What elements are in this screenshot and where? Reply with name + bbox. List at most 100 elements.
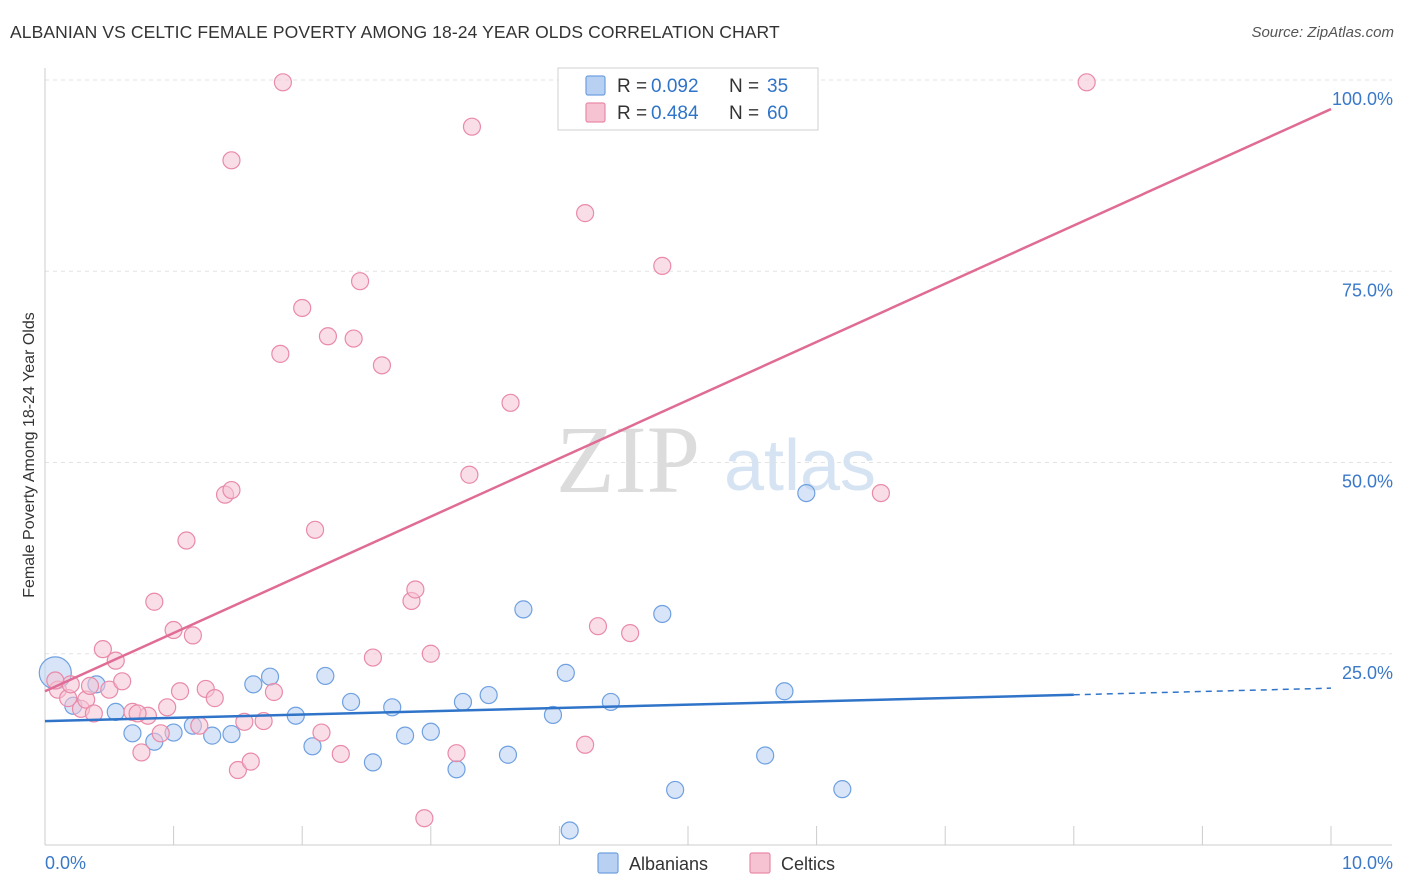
legend-r-value-celtics: 0.484: [651, 103, 699, 124]
legend-swatch-celtics: [585, 102, 606, 123]
albanians-point-4: [123, 724, 142, 743]
celtics-point-32: [222, 151, 241, 170]
celtics-point-54: [653, 256, 672, 275]
albanians-point-25: [543, 705, 563, 725]
chart-source: Source: ZipAtlas.com: [1251, 24, 1394, 41]
celtics-point-47: [460, 465, 479, 484]
celtics-point-22: [205, 689, 224, 708]
celtics-point-17: [170, 682, 190, 701]
celtics-point-50: [576, 204, 595, 223]
albanians-point-24: [514, 600, 533, 619]
albanians-point-14: [316, 666, 335, 686]
albanians-point-13: [303, 737, 322, 756]
legend-n-label-albanians: N =: [729, 76, 759, 97]
celtics-point-30: [271, 344, 290, 363]
albanians-point-9: [222, 724, 241, 744]
albanians-trend-line: [44, 693, 1074, 723]
celtics-point-36: [318, 327, 338, 346]
albanians-point-27: [560, 821, 579, 840]
celtics-point-44: [415, 809, 434, 828]
legend-n-value-celtics: 60: [767, 103, 788, 124]
x-tick-label-1: 10.0%: [1342, 853, 1393, 873]
celtics-point-5: [84, 704, 103, 723]
celtics-point-11: [132, 743, 151, 762]
grid-lines: [45, 79, 1392, 655]
y-tick-label-1: 50.0%: [1342, 472, 1393, 492]
albanians-point-11: [260, 667, 280, 686]
trend-lines: [44, 107, 1332, 723]
celtics-point-14: [151, 724, 170, 743]
chart-title: ALBANIAN VS CELTIC FEMALE POVERTY AMONG …: [10, 22, 780, 42]
albanians-point-16: [363, 753, 383, 772]
celtics-point-9: [113, 672, 132, 691]
data-points: [38, 73, 1096, 840]
legend-r-value-albanians: 0.092: [651, 76, 699, 97]
celtics-point-40: [363, 648, 383, 667]
celtics-trend-line: [44, 107, 1332, 693]
celtics-point-15: [158, 698, 177, 717]
celtics-point-56: [1077, 73, 1096, 92]
albanians-point-29: [653, 604, 672, 624]
celtics-point-38: [344, 329, 363, 348]
albanians-point-26: [556, 663, 575, 682]
albanians-point-23: [498, 745, 518, 764]
celtics-point-43: [406, 580, 425, 599]
albanians-point-8: [203, 726, 222, 745]
albanians-point-18: [395, 726, 415, 745]
y-axis-label: Female Poverty Among 18-24 Year Olds: [21, 312, 38, 598]
celtics-point-41: [372, 356, 392, 375]
watermark-zip: ZIP: [556, 406, 700, 513]
legend-bottom-swatch-celtics: [749, 852, 771, 874]
celtics-point-39: [350, 272, 370, 291]
albanians-point-19: [421, 722, 440, 741]
x-tick-label-0: 0.0%: [45, 853, 86, 873]
legend-bottom-label-celtics: Celtics: [781, 854, 835, 874]
albanians-point-22: [479, 685, 498, 705]
y-tick-label-2: 75.0%: [1342, 280, 1393, 300]
celtics-point-13: [145, 592, 164, 611]
legend-n-label-celtics: N =: [729, 103, 759, 124]
celtics-point-49: [501, 393, 520, 412]
albanians-point-30: [666, 780, 685, 800]
celtics-point-6: [93, 640, 112, 659]
legend-bottom: Albanians Celtics: [597, 852, 835, 874]
celtics-point-37: [331, 744, 350, 764]
celtics-point-19: [183, 626, 202, 645]
albanians-point-32: [775, 682, 794, 701]
legend-top: R = 0.092 N = 35 R = 0.484 N = 60: [557, 67, 819, 131]
celtics-point-31: [273, 73, 293, 92]
celtics-point-51: [576, 735, 595, 754]
legend-r-label-celtics: R =: [617, 103, 647, 124]
celtics-point-53: [621, 623, 640, 643]
albanians-point-15: [341, 692, 361, 712]
albanians-point-10: [244, 675, 263, 694]
celtics-point-7: [100, 680, 119, 699]
y-tick-label-3: 100.0%: [1332, 89, 1393, 109]
albanians-point-3: [106, 702, 125, 721]
legend-n-value-albanians: 35: [767, 76, 788, 97]
y-tick-labels: 25.0% 50.0% 75.0% 100.0%: [1332, 89, 1393, 683]
celtics-point-46: [447, 744, 466, 763]
celtics-point-18: [177, 531, 196, 550]
celtics-point-26: [235, 712, 254, 731]
celtics-point-33: [293, 298, 312, 318]
albanians-point-31: [756, 746, 775, 765]
celtics-point-52: [588, 617, 608, 636]
celtics-point-48: [462, 117, 482, 136]
celtics-point-45: [421, 644, 440, 663]
celtics-point-25: [228, 760, 247, 780]
celtics-point-20: [190, 716, 209, 735]
celtics-point-58: [80, 676, 100, 695]
axes: [44, 68, 1392, 846]
albanians-point-20: [447, 760, 466, 779]
x-tick-labels: 0.0% 10.0%: [45, 853, 1393, 873]
albanians-point-34: [833, 780, 852, 799]
legend-bottom-swatch-albanians: [597, 852, 619, 874]
celtics-point-34: [305, 520, 325, 539]
legend-swatch-albanians: [585, 75, 606, 96]
legend-r-label-albanians: R =: [617, 76, 647, 97]
celtics-point-27: [241, 752, 260, 771]
celtics-point-29: [264, 682, 284, 702]
albanians-point-33: [797, 484, 816, 503]
